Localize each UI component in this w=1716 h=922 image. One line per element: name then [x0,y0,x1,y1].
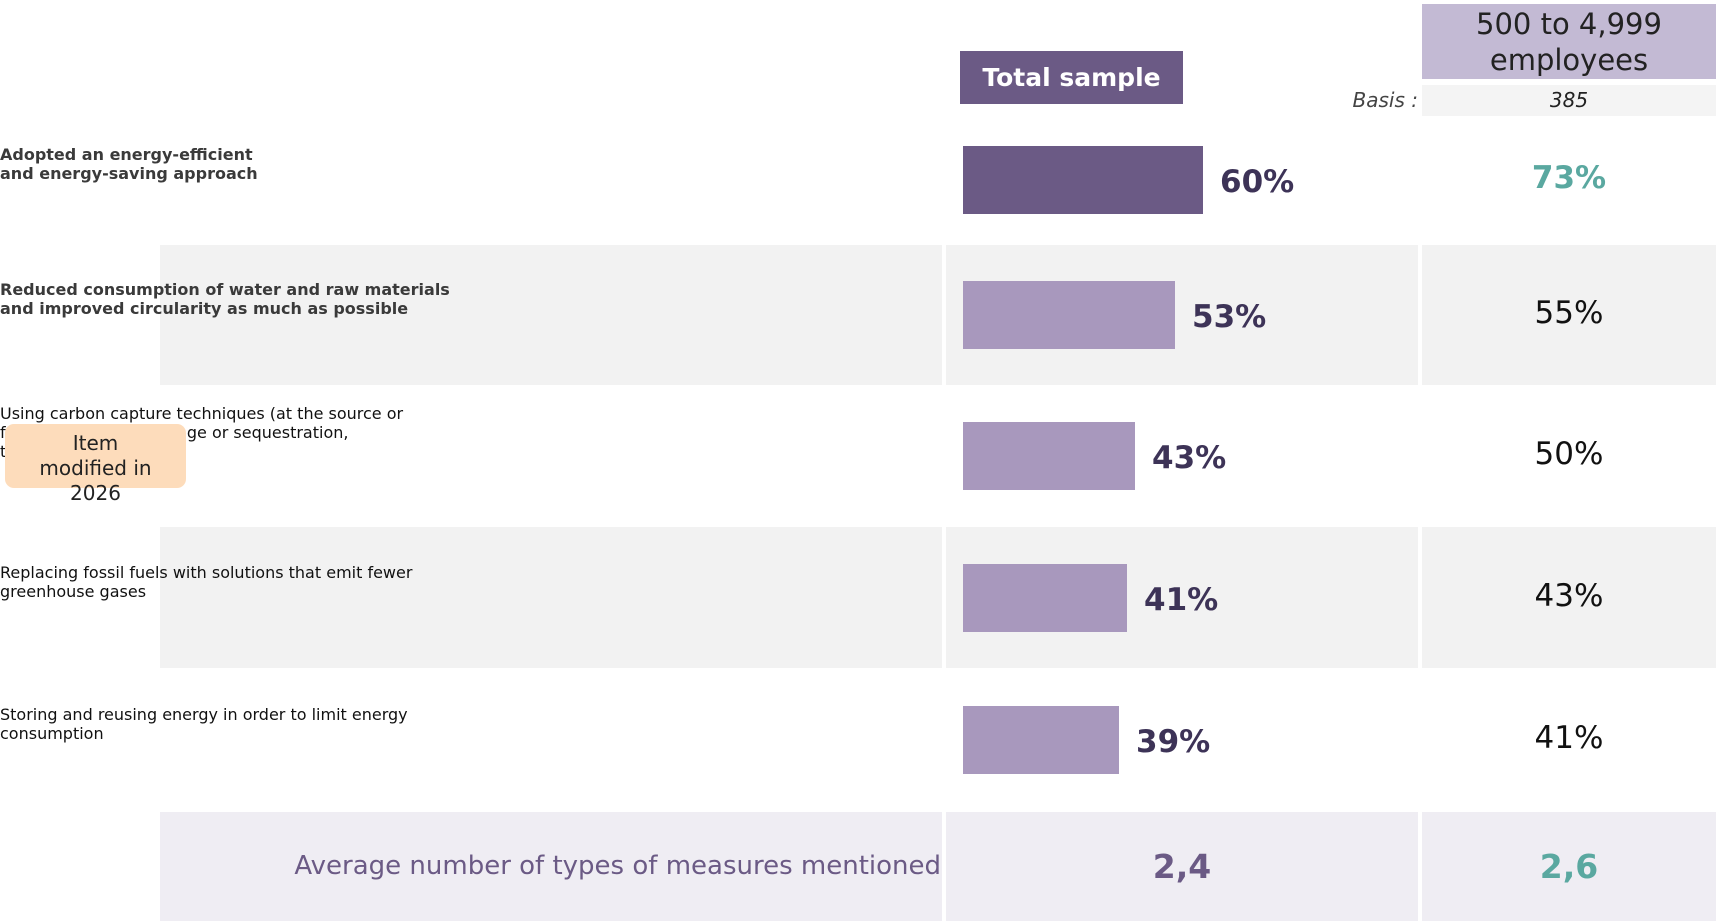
category-label: Replacing fossil fuels with solutions th… [0,563,412,601]
row-background [160,812,942,921]
category-line: greenhouse gases [0,581,147,601]
row-background [1422,245,1716,385]
category-line: Replacing fossil fuels with solutions th… [0,562,413,582]
row-background [160,527,942,668]
header-total: Total sample [960,51,1183,104]
category-line: and energy-saving approach [0,163,258,183]
row-background [1422,527,1716,668]
value-label: 60% [1220,163,1295,200]
header-comparison: 500 to 4,999 employees [1422,4,1716,79]
value-label: 43% [1152,440,1227,476]
category-label: Reduced consumption of water and raw mat… [0,280,450,318]
comparison-value: 43% [1534,577,1604,614]
category-line: Adopted an energy-efficient [0,144,253,164]
category-line: Storing and reusing energy in order to l… [0,705,408,724]
average-total: 2,4 [1152,846,1212,886]
bar [963,422,1135,490]
comparison-value: 41% [1534,720,1604,756]
category-line: and improved circularity as much as poss… [0,299,409,318]
comparison-value: 50% [1534,436,1604,472]
category-line: consumption [0,724,104,743]
value-label: 39% [1136,724,1211,760]
basis-label: Basis : [1352,88,1418,112]
comparison-value: 73% [1531,159,1607,196]
bar [963,706,1119,774]
category-label: Adopted an energy-efficient and energy-sa… [0,145,258,183]
average-label: Average number of types of measures ment… [294,850,941,881]
bar [963,281,1175,349]
row-background [160,245,942,385]
category-label: Storing and reusing energy in order to l… [0,705,408,743]
bar [963,145,1203,214]
basis-value: 385 [1422,85,1716,116]
note-badge: Item modified in 2026 [5,424,186,505]
average-comparison: 2,6 [1539,846,1599,886]
value-label: 53% [1192,299,1267,335]
row-background [1422,812,1716,921]
comparison-value: 55% [1534,295,1604,331]
category-line: Using carbon capture techniques (at the … [0,403,404,423]
value-label: 41% [1144,581,1219,618]
row-background [946,812,1418,921]
category-line: Reduced consumption of water and raw mat… [0,280,450,299]
bar [963,563,1127,632]
